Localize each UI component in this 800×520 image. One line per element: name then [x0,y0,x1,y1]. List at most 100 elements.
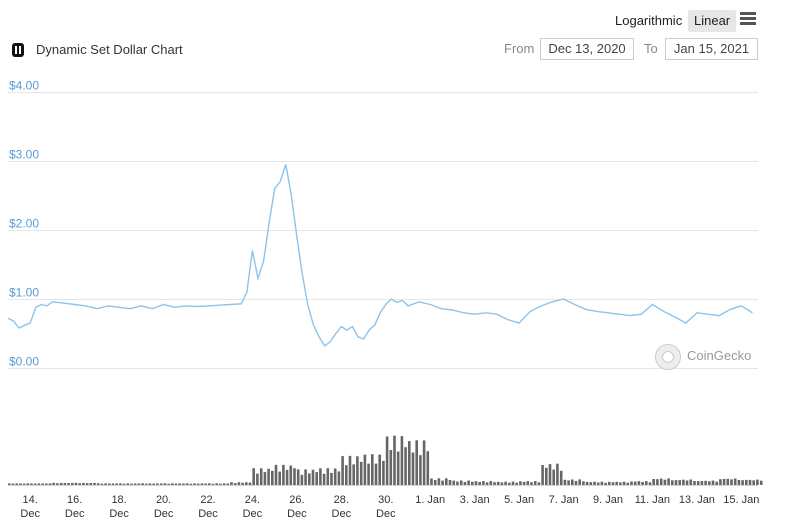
volume-bar [522,481,526,485]
volume-bar [308,473,311,485]
volume-bar [171,483,174,485]
volume-bar [574,480,578,485]
x-tick-label: 20. [156,494,171,506]
volume-bar [22,483,26,485]
volume-bar [322,473,326,485]
x-tick-label: 15. Jan [723,494,759,506]
linear-scale-button[interactable]: Linear [688,10,737,32]
volume-bar [189,483,193,485]
volume-bar [719,479,722,485]
volume-bar [422,440,426,485]
volume-bar [708,481,711,485]
volume-bar [448,480,452,485]
x-tick-label: 28. [334,494,349,506]
volume-bar [289,465,293,485]
volume-bar [500,482,504,485]
volume-bar [445,478,448,485]
volume-bar [256,473,259,485]
volume-bar [619,482,622,485]
volume-bar [330,472,333,485]
volume-bar [463,482,467,485]
volume-bar [630,481,633,485]
volume-bar [267,468,270,485]
logarithmic-scale-button[interactable]: Logarithmic [615,13,683,28]
volume-bar [104,483,107,485]
volume-bar [89,483,93,485]
volume-bar [11,483,15,485]
volume-bar [467,480,470,485]
x-tick-month-label: Dec [109,508,129,520]
volume-bar [733,478,737,485]
volume-bar [611,482,615,485]
volume-bar [159,483,163,485]
volume-bar [415,440,418,485]
volume-bar [541,465,544,485]
y-tick-label: $0.00 [9,355,39,369]
from-date-input[interactable]: Dec 13, 2020 [540,38,634,60]
volume-bar [578,479,581,485]
x-tick-label: 30. [378,494,393,506]
x-tick-month-label: Dec [287,508,307,520]
volume-bar [385,436,389,485]
volume-bar [456,481,459,485]
volume-bar [652,479,655,485]
volume-bar [693,481,696,485]
volume-bar [337,471,341,485]
volume-bar [411,452,415,485]
volume-bar [315,472,318,485]
volume-bar [241,482,244,485]
volume-bar [182,483,185,485]
to-date-input[interactable]: Jan 15, 2021 [665,38,758,60]
volume-bar [689,479,693,485]
volume-bar [515,482,518,485]
volume-bar [556,463,559,485]
volume-bar [163,483,167,485]
volume-bar [326,468,330,485]
x-tick-label: 9. Jan [593,494,623,506]
volume-bar [396,451,400,485]
volume-bar [367,463,370,485]
volume-bar [167,483,170,485]
y-tick-label: $2.00 [9,217,39,231]
volume-bar [545,467,548,485]
volume-bar [237,482,241,485]
dsd-coin-icon [12,43,24,57]
y-tick-label: $3.00 [9,148,39,162]
volume-bar [359,461,363,485]
volume-bar [196,483,200,485]
volume-bar [41,483,44,485]
volume-bar [589,482,593,485]
volume-bar [608,481,611,485]
volume-bar [637,481,641,485]
x-tick-label: 5. Jan [504,494,534,506]
y-tick-label: $4.00 [9,79,39,93]
volume-bar [700,481,704,485]
volume-bar [108,483,111,485]
volume-bar [430,478,433,485]
volume-bar [348,455,352,485]
hamburger-menu-icon[interactable] [740,12,756,26]
volume-bar [263,472,267,485]
x-tick-month-label: Dec [376,508,396,520]
x-tick-label: 22. [200,494,215,506]
volume-bar [211,483,215,485]
volume-bar [45,483,48,485]
volume-bar [300,474,304,485]
volume-bar [641,482,644,485]
volume-bar [622,481,626,485]
volume-bar [8,483,11,485]
volume-bar [682,479,685,485]
volume-bar [174,483,178,485]
volume-bar [559,470,563,485]
volume-bar [156,483,159,485]
volume-bar [226,483,230,485]
y-axis-labels: $0.00 $1.00 $2.00 $3.00 $4.00 [9,79,39,369]
volume-bars [8,435,763,485]
volume-bar [233,483,237,485]
volume-bar [341,456,344,485]
volume-bar [119,483,122,485]
x-tick-label: 14. [23,494,38,506]
volume-bar [30,483,33,485]
volume-bar [193,483,196,485]
